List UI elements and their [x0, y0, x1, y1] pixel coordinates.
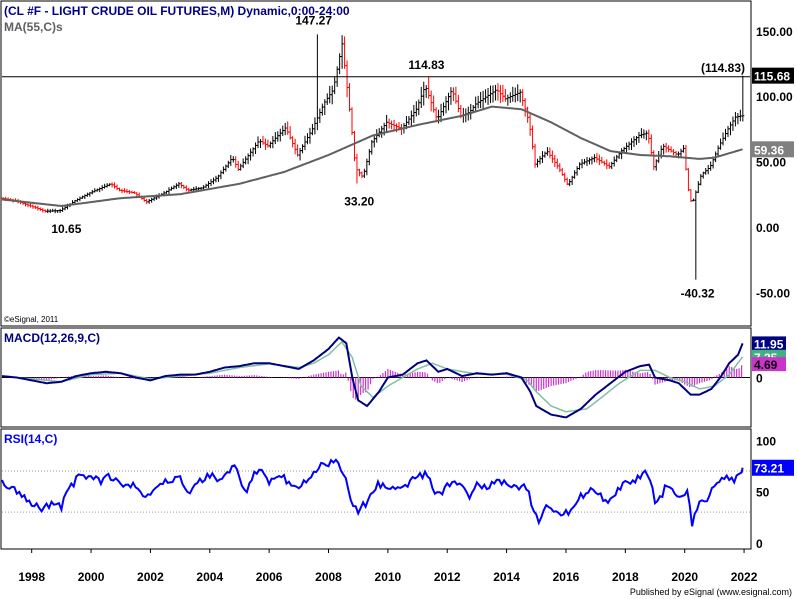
- rsi-series-layer: [1, 458, 750, 527]
- macd-line: [1, 336, 744, 419]
- chart-title: (CL #F - LIGHT CRUDE OIL FUTURES,M) Dyna…: [4, 4, 350, 18]
- macd-zero-tick: 0: [756, 372, 763, 386]
- ma-value-tag: [752, 141, 794, 158]
- price-axis-tick: 50.00: [756, 156, 786, 170]
- x-axis-tick-label: 2004: [196, 570, 223, 584]
- x-axis-tick-label: 2010: [375, 570, 402, 584]
- price-bar: [741, 75, 745, 122]
- price-series-layer: (114.83) 147.27 114.83 33.20 10.65 -40.32: [1, 13, 750, 301]
- x-axis-tick-label: 2012: [434, 570, 461, 584]
- price-annotation: 10.65: [51, 222, 81, 236]
- price-panel: [0, 0, 752, 327]
- macd-value-tag: [752, 336, 786, 351]
- rsi-line: [1, 458, 744, 527]
- price-annotation: -40.32: [681, 287, 715, 301]
- ma-value: 59.36: [754, 143, 784, 157]
- x-axis-tick-label: 2020: [671, 570, 698, 584]
- ma-line: [1, 105, 743, 208]
- axis-labels-layer: 150.00 100.00 50.00 0.00 -50.00 115.68 59.36 0 1…: [18, 25, 794, 584]
- price-annotation: 147.27: [295, 13, 332, 27]
- macd-value: 4.69: [754, 358, 778, 372]
- ma-label: MA(55,C)s: [4, 20, 63, 34]
- macd-value-tag: [752, 357, 786, 372]
- x-axis-tick-label: 2008: [315, 570, 342, 584]
- x-axis-tick-label: 2018: [612, 570, 639, 584]
- x-axis-tick-label: 2014: [493, 570, 520, 584]
- macd-value: 11.95: [754, 337, 784, 351]
- last-price-value: 115.68: [754, 70, 790, 84]
- x-axis-tick-label: 2022: [731, 570, 758, 584]
- price-axis-tick: 0.00: [756, 221, 780, 235]
- x-axis-tick-label: 2002: [137, 570, 164, 584]
- price-annotation: 33.20: [344, 195, 374, 209]
- rsi-value-tag: [752, 459, 794, 476]
- macd-series-layer: [1, 336, 750, 419]
- price-axis-tick: -50.00: [756, 286, 790, 300]
- rsi-axis-tick: 0: [756, 537, 763, 551]
- price-axis-tick: 100.00: [756, 90, 793, 104]
- x-axis-tick-label: 2006: [256, 570, 283, 584]
- x-axis-tick-label: 2000: [78, 570, 105, 584]
- x-axis-tick-label: 1998: [18, 570, 45, 584]
- rsi-value: 73.21: [754, 462, 784, 476]
- footer-published: Published by eSignal (www.esignal.com): [630, 587, 792, 597]
- price-axis-tick: 150.00: [756, 25, 793, 39]
- reference-label: (114.83): [701, 61, 745, 75]
- rsi-axis-tick: 100: [756, 434, 776, 448]
- rsi-title: RSI(14,C): [4, 432, 57, 446]
- last-price-tag: [752, 67, 794, 84]
- macd-title: MACD(12,26,9,C): [4, 331, 100, 345]
- x-axis-tick-label: 2016: [553, 570, 580, 584]
- price-annotation: 114.83: [408, 58, 444, 72]
- rsi-axis-tick: 50: [756, 486, 770, 500]
- esignal-watermark: ©eSignal, 2011: [4, 315, 59, 324]
